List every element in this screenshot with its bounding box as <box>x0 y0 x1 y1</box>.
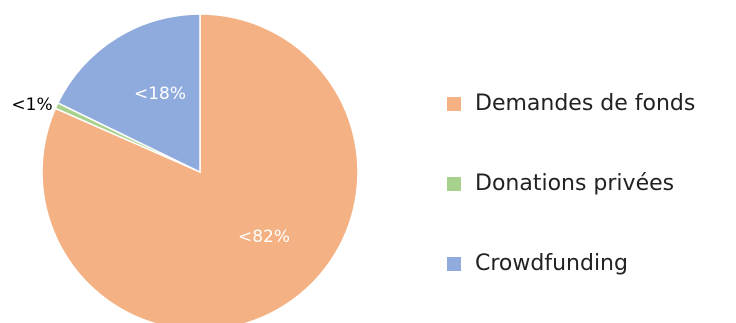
legend-swatch <box>447 97 461 111</box>
legend-label: Demandes de fonds <box>475 91 695 116</box>
data-label: <18% <box>134 84 186 104</box>
legend-label: Donations privées <box>475 171 674 196</box>
pie-slices <box>42 14 358 323</box>
data-label: <82% <box>238 227 290 247</box>
legend-label: Crowdfunding <box>475 251 628 276</box>
data-label: <1% <box>11 95 52 115</box>
legend: Demandes de fonds Donations privées Crowdf… <box>447 91 695 276</box>
legend-swatch <box>447 177 461 191</box>
legend-swatch <box>447 257 461 271</box>
